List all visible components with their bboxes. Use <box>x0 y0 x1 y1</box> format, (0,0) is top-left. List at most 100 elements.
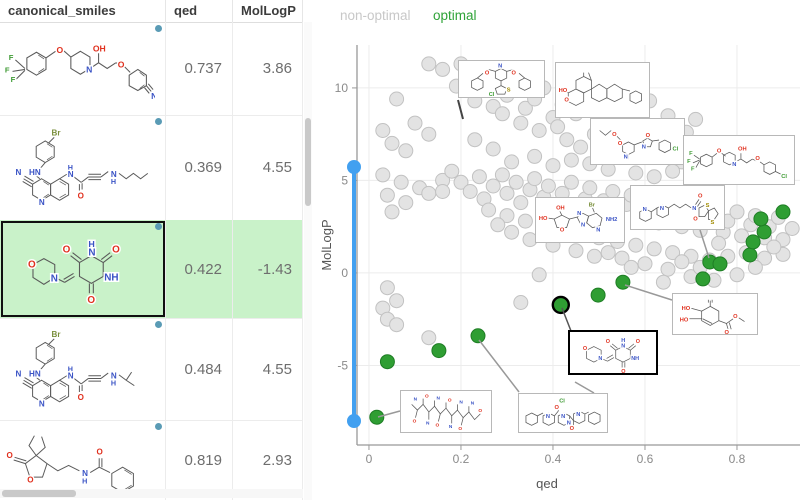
scatter-point-non-optimal[interactable] <box>573 139 589 155</box>
scatter-point-non-optimal[interactable] <box>517 100 533 116</box>
molecule-cell-selected[interactable]: O N H N NH O O O <box>0 220 166 318</box>
scatter-point-non-optimal[interactable] <box>513 195 529 211</box>
scatter-point-non-optimal[interactable] <box>379 187 395 203</box>
scatter-point-optimal[interactable] <box>590 287 606 303</box>
row-handle-dot[interactable] <box>155 118 162 125</box>
scatter-point-non-optimal[interactable] <box>435 184 451 199</box>
scatter-point-non-optimal[interactable] <box>504 154 520 170</box>
scatter-point-non-optimal[interactable] <box>623 259 639 275</box>
scatter-point-non-optimal[interactable] <box>499 185 515 201</box>
scatter-point-non-optimal[interactable] <box>398 195 414 211</box>
scatter-point-optimal[interactable] <box>742 247 758 263</box>
scatter-point-non-optimal[interactable] <box>517 213 533 229</box>
scatter-point-non-optimal[interactable] <box>490 217 506 233</box>
scatter-point-non-optimal[interactable] <box>637 256 653 272</box>
scatter-point-non-optimal[interactable] <box>527 148 543 164</box>
scatter-point-non-optimal[interactable] <box>499 208 515 224</box>
slider-handle-top[interactable] <box>347 160 361 174</box>
scatter-point-non-optimal[interactable] <box>384 204 400 220</box>
scatter-point-optimal[interactable] <box>369 409 385 425</box>
scatter-point-selected[interactable] <box>551 295 571 315</box>
scatter-point-non-optimal[interactable] <box>559 132 575 148</box>
scatter-point-non-optimal[interactable] <box>467 132 483 148</box>
table-row[interactable]: O O N H O 0.819 2.93 <box>0 420 303 500</box>
scatter-point-non-optimal[interactable] <box>628 237 644 253</box>
table-row[interactable]: F F F O N OH O N 0.737 3.86 <box>0 22 303 116</box>
table-row[interactable]: Br HN N N H N O N H 0.484 4.55 <box>0 318 303 421</box>
table-row[interactable]: Br HN N N H N O N H 0.369 4.55 <box>0 115 303 221</box>
horizontal-scrollbar-track[interactable] <box>0 489 303 498</box>
slider-handle-bottom[interactable] <box>347 414 361 428</box>
scatter-point-non-optimal[interactable] <box>628 165 644 181</box>
y-range-slider[interactable] <box>347 160 361 428</box>
scatter-point-non-optimal[interactable] <box>481 202 497 218</box>
scatter-point-non-optimal[interactable] <box>646 169 662 185</box>
scatter-point-non-optimal[interactable] <box>375 123 391 138</box>
scatter-point-non-optimal[interactable] <box>389 293 405 309</box>
scatter-point-non-optimal[interactable] <box>784 221 800 236</box>
scatter-point-non-optimal[interactable] <box>646 241 662 257</box>
scatter-point-non-optimal[interactable] <box>421 185 437 201</box>
row-handle-dot[interactable] <box>155 423 162 430</box>
scatter-point-non-optimal[interactable] <box>655 274 671 290</box>
scatter-point-non-optimal[interactable] <box>453 174 469 190</box>
col-header-qed[interactable]: qed <box>166 0 233 22</box>
scatter-point-non-optimal[interactable] <box>757 250 773 266</box>
scatter-point-non-optimal[interactable] <box>747 259 763 275</box>
scatter-point-non-optimal[interactable] <box>729 267 745 283</box>
scatter-point-non-optimal[interactable] <box>734 228 750 244</box>
scatter-point-non-optimal[interactable] <box>421 126 437 142</box>
scatter-point-non-optimal[interactable] <box>485 178 501 194</box>
scatter-point-optimal[interactable] <box>745 234 761 250</box>
scatter-point-non-optimal[interactable] <box>444 163 460 179</box>
molecule-cell[interactable]: Br HN N N H N O N H <box>0 318 166 420</box>
scatter-point-non-optimal[interactable] <box>393 174 409 190</box>
molecule-cell[interactable]: F F F O N OH O N <box>0 22 166 115</box>
scatter-point-optimal[interactable] <box>431 343 447 359</box>
scatter-point-non-optimal[interactable] <box>614 250 630 266</box>
scatter-point-optimal[interactable] <box>615 274 631 290</box>
scatter-point-non-optimal[interactable] <box>379 280 395 296</box>
scatter-point-non-optimal[interactable] <box>485 141 501 157</box>
scatter-point-non-optimal[interactable] <box>384 135 400 151</box>
scatter-point-non-optimal[interactable] <box>582 180 598 196</box>
scatter-point-non-optimal[interactable] <box>398 143 414 159</box>
scatter-point-non-optimal[interactable] <box>665 245 681 261</box>
scatter-point-non-optimal[interactable] <box>711 235 727 251</box>
scatter-point-non-optimal[interactable] <box>550 119 566 135</box>
molecule-cell[interactable]: O O N H O <box>0 420 166 500</box>
scatter-point-non-optimal[interactable] <box>421 330 437 346</box>
vertical-scrollbar-track[interactable] <box>304 22 312 500</box>
scatter-point-non-optimal[interactable] <box>389 91 405 107</box>
legend-item-optimal[interactable]: optimal <box>433 8 477 23</box>
scatter-point-optimal[interactable] <box>756 224 772 240</box>
scatter-point-non-optimal[interactable] <box>389 317 405 333</box>
scatter-point-non-optimal[interactable] <box>568 243 584 259</box>
scatter-point-non-optimal[interactable] <box>540 178 556 194</box>
row-handle-dot[interactable] <box>155 321 162 328</box>
scatter-point-non-optimal[interactable] <box>421 56 437 72</box>
scatter-point-non-optimal[interactable] <box>729 204 745 220</box>
scatter-point-optimal[interactable] <box>379 354 395 370</box>
scatter-point-non-optimal[interactable] <box>674 254 690 270</box>
scatter-point-non-optimal[interactable] <box>375 167 391 183</box>
scatter-point-non-optimal[interactable] <box>531 123 547 138</box>
row-handle-dot[interactable] <box>155 25 162 32</box>
scatter-point-non-optimal[interactable] <box>527 171 543 187</box>
scatter-point-non-optimal[interactable] <box>513 115 529 131</box>
col-header-mollogp[interactable]: MolLogP <box>233 0 303 22</box>
scatter-point-non-optimal[interactable] <box>586 248 602 264</box>
scatter-point-optimal[interactable] <box>712 256 728 272</box>
scatter-point-non-optimal[interactable] <box>513 295 529 310</box>
scatter-point-non-optimal[interactable] <box>660 261 676 277</box>
scatter-point-optimal[interactable] <box>695 271 711 287</box>
annotation-box-selected-morpholine-barbiturate[interactable]: O N H N NH O O O <box>568 330 658 375</box>
scatter-point-non-optimal[interactable] <box>494 106 510 122</box>
scatter-point-non-optimal[interactable] <box>462 184 478 199</box>
scatter-point-non-optimal[interactable] <box>504 224 520 240</box>
scatter-point-non-optimal[interactable] <box>600 245 616 261</box>
horizontal-scrollbar-thumb[interactable] <box>2 490 76 497</box>
scatter-point-non-optimal[interactable] <box>563 152 579 168</box>
scatter-point-non-optimal[interactable] <box>665 163 681 179</box>
scatter-point-optimal[interactable] <box>470 328 486 344</box>
